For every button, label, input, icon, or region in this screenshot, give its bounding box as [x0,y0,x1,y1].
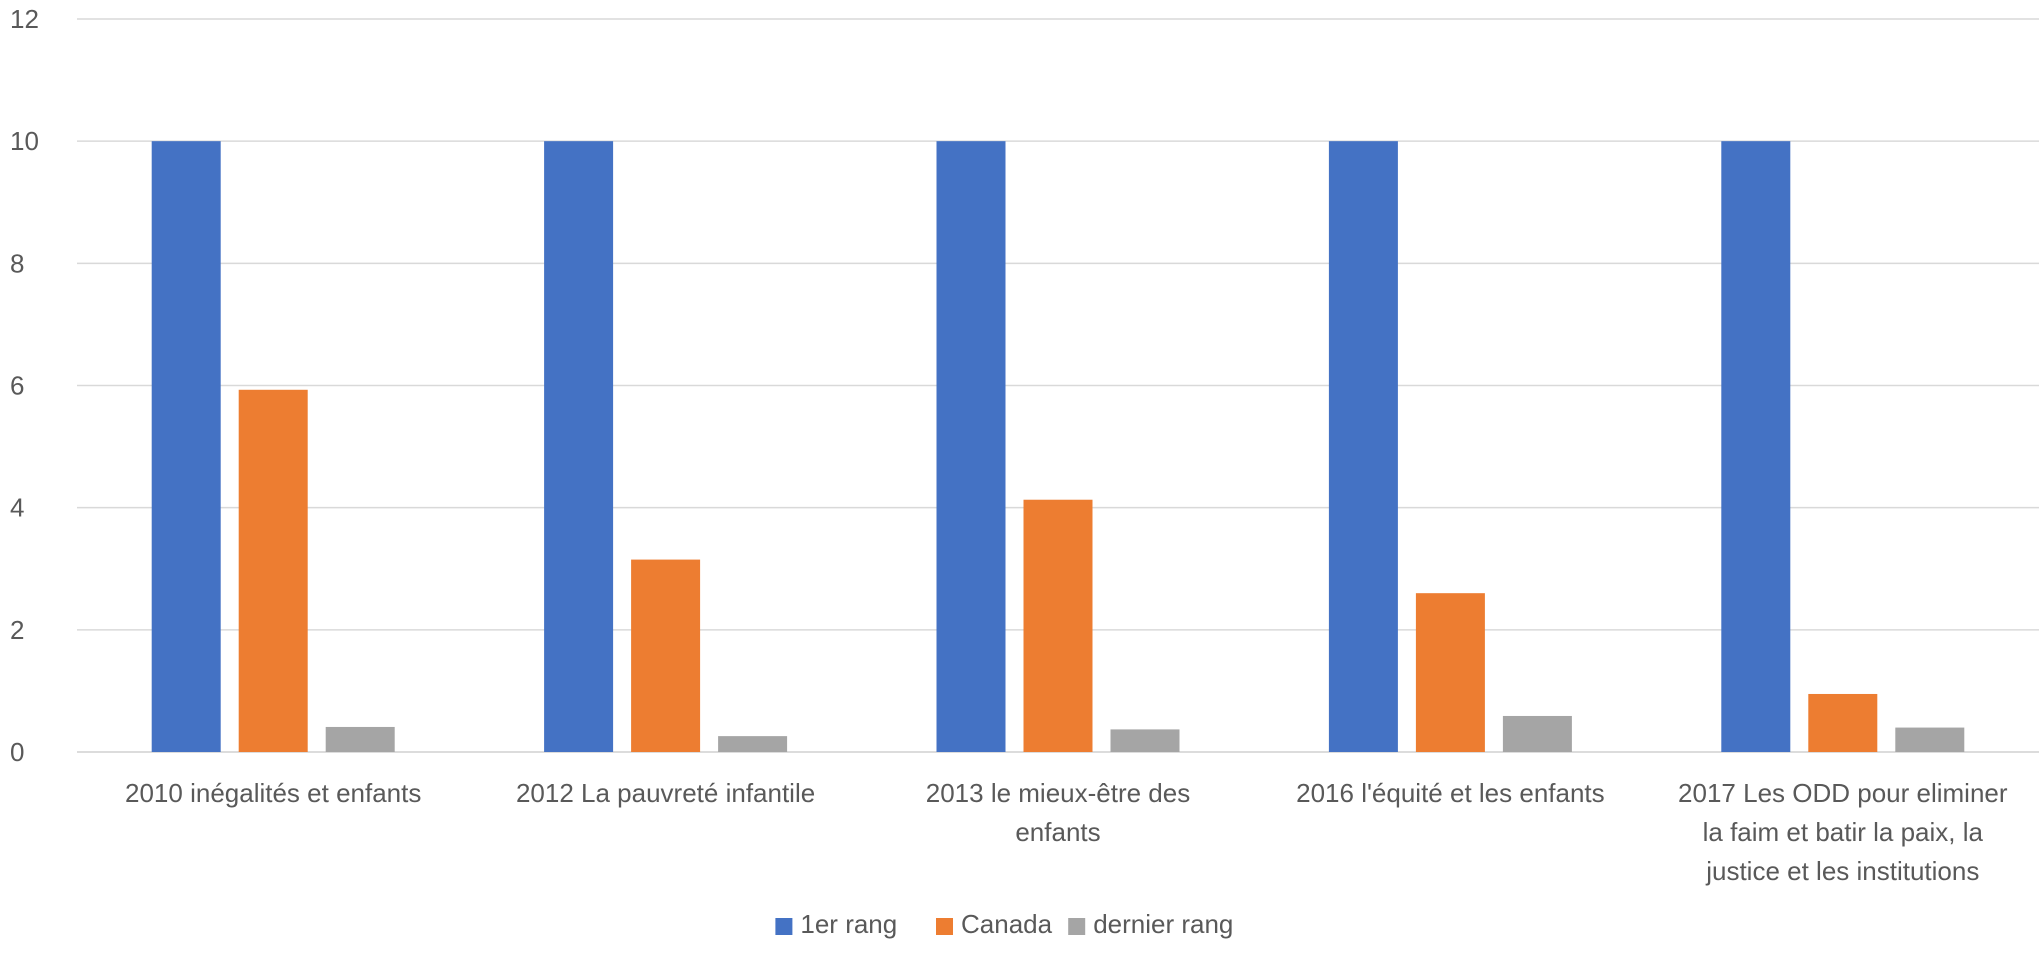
x-tick-label: enfants [1015,817,1100,847]
legend-label: 1er rang [800,909,897,939]
x-tick-label: 2010 inégalités et enfants [125,778,421,808]
y-tick-label: 4 [10,493,24,523]
x-tick-label: la faim et batir la paix, la [1703,817,1984,847]
bar-canada [1023,499,1093,752]
bar-1er-rang [1721,141,1791,752]
x-tick-label: 2017 Les ODD pour eliminer [1678,778,2008,808]
bar-1er-rang [544,141,614,752]
bar-1er-rang [151,141,221,752]
legend-swatch [936,918,953,935]
bar-dernier-rang [325,726,395,752]
y-tick-label: 2 [10,615,24,645]
legend-swatch [775,918,793,935]
bar-canada [631,559,701,752]
x-tick-label: justice et les institutions [1705,856,1979,886]
legend-label: dernier rang [1093,909,1233,939]
x-tick-label: 2012 La pauvreté infantile [516,778,815,808]
bar-canada [1808,693,1878,752]
bar-1er-rang [936,141,1006,752]
x-tick-label: 2013 le mieux-être des [926,778,1190,808]
bar-dernier-rang [1895,727,1965,752]
y-tick-label: 10 [10,126,39,156]
legend-swatch [1068,918,1086,935]
bar-canada [1415,593,1485,752]
y-tick-label: 8 [10,248,24,278]
bar-dernier-rang [1502,715,1572,752]
bar-canada [238,389,308,752]
y-tick-label: 6 [10,371,24,401]
x-tick-label: 2016 l'équité et les enfants [1296,778,1605,808]
y-tick-label: 12 [10,4,39,34]
bar-1er-rang [1328,141,1398,752]
legend-label: Canada [961,909,1053,939]
y-tick-label: 0 [10,737,24,767]
bar-dernier-rang [718,736,788,752]
bar-dernier-rang [1110,729,1180,752]
